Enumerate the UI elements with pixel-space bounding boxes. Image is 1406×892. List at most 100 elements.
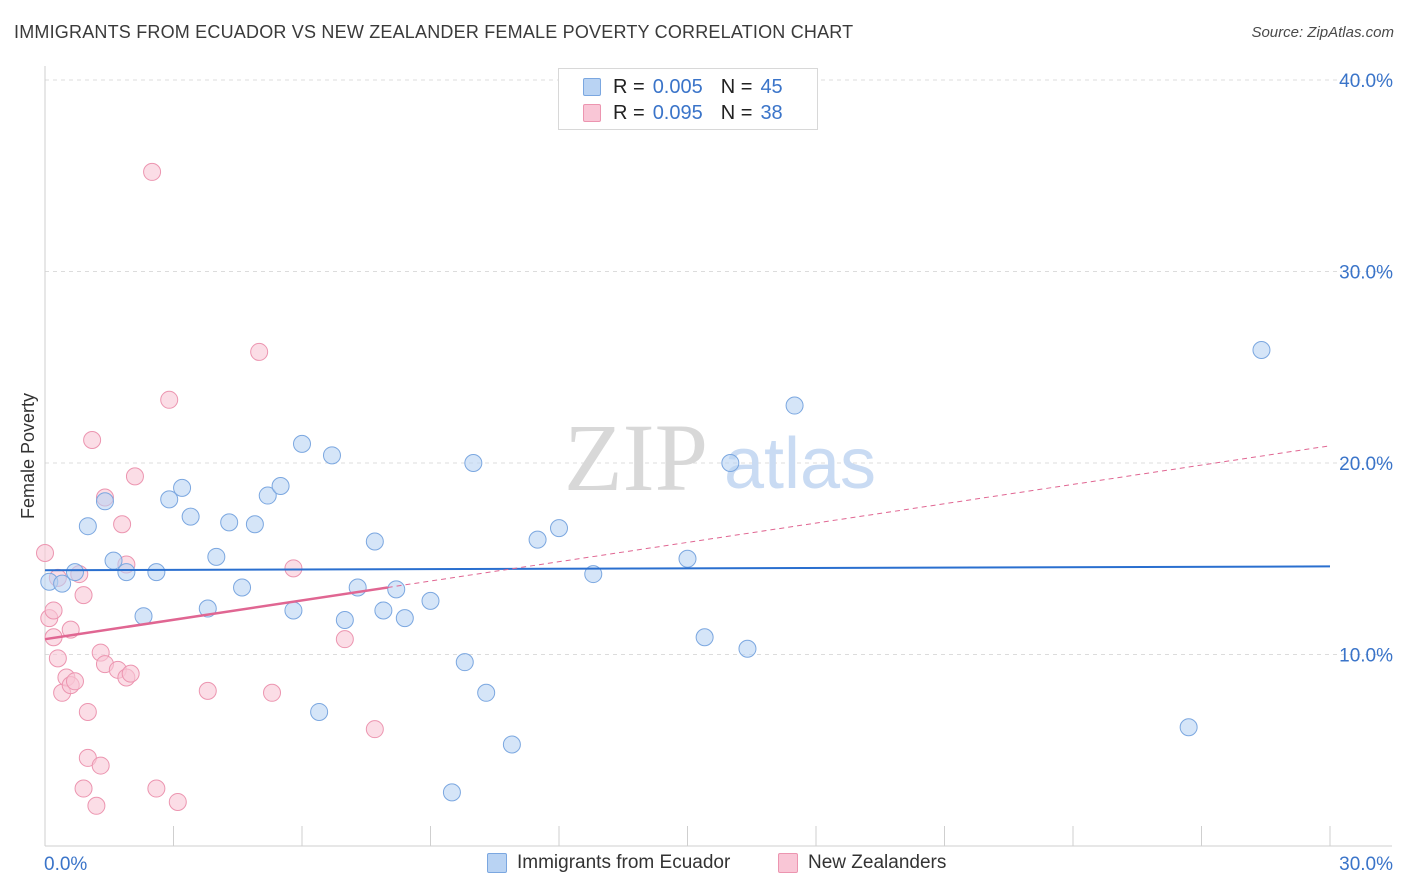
data-point-immigrants-from-ecuador bbox=[374, 601, 393, 620]
series-new-zealanders bbox=[36, 162, 384, 815]
data-point-new-zealanders bbox=[44, 601, 63, 620]
data-point-immigrants-from-ecuador bbox=[464, 454, 483, 472]
data-point-immigrants-from-ecuador bbox=[220, 513, 239, 532]
legend-row-ecuador: R = 0.005 N = 45 bbox=[583, 75, 783, 99]
data-point-immigrants-from-ecuador bbox=[442, 783, 461, 802]
data-point-immigrants-from-ecuador bbox=[53, 574, 72, 593]
data-point-new-zealanders bbox=[36, 544, 54, 563]
legend-n-value: 38 bbox=[760, 101, 783, 124]
legend-r-value: 0.095 bbox=[652, 101, 703, 124]
data-point-new-zealanders bbox=[87, 796, 106, 815]
data-point-immigrants-from-ecuador bbox=[421, 591, 440, 610]
data-point-immigrants-from-ecuador bbox=[181, 507, 200, 526]
watermark-atlas: atlas bbox=[724, 424, 876, 504]
data-point-immigrants-from-ecuador bbox=[160, 490, 179, 509]
data-point-immigrants-from-ecuador bbox=[365, 532, 384, 551]
trend-line-immigrants-from-ecuador bbox=[44, 565, 1331, 572]
data-point-immigrants-from-ecuador bbox=[245, 515, 264, 534]
data-point-immigrants-from-ecuador bbox=[678, 549, 697, 568]
watermark-zip: ZIP bbox=[564, 404, 708, 511]
legend-r-label: R = bbox=[613, 101, 645, 124]
data-point-immigrants-from-ecuador bbox=[477, 683, 496, 702]
legend-n-label: N = bbox=[720, 101, 753, 124]
legend-swatch-blue bbox=[487, 853, 507, 873]
data-point-immigrants-from-ecuador bbox=[233, 578, 252, 597]
axis-labels: 10.0% 20.0% 30.0% 40.0% 0.0% 30.0% Female Pove… bbox=[18, 71, 1393, 875]
data-point-new-zealanders bbox=[48, 649, 67, 668]
data-point-immigrants-from-ecuador bbox=[550, 519, 568, 538]
data-point-immigrants-from-ecuador bbox=[785, 396, 804, 415]
legend-n-value: 45 bbox=[760, 75, 783, 98]
legend-swatch-pink bbox=[583, 104, 601, 122]
chart-title: IMMIGRANTS FROM ECUADOR VS NEW ZEALANDER… bbox=[14, 22, 854, 42]
data-point-immigrants-from-ecuador bbox=[455, 653, 474, 672]
legend-label-ecuador: Immigrants from Ecuador bbox=[517, 852, 731, 873]
data-point-new-zealanders bbox=[284, 559, 303, 578]
trend-lines bbox=[44, 445, 1331, 641]
data-point-new-zealanders bbox=[263, 683, 282, 702]
x-tick-label: 0.0% bbox=[44, 854, 87, 875]
axis-layer bbox=[44, 66, 1392, 847]
data-point-new-zealanders bbox=[113, 515, 132, 534]
legend-swatch-blue bbox=[583, 78, 601, 96]
watermark: ZIP atlas bbox=[564, 404, 876, 511]
data-point-immigrants-from-ecuador bbox=[387, 580, 406, 599]
data-point-immigrants-from-ecuador bbox=[1252, 341, 1271, 360]
legend-item-ecuador: Immigrants from Ecuador bbox=[487, 852, 730, 874]
data-point-immigrants-from-ecuador bbox=[322, 446, 341, 465]
data-point-new-zealanders bbox=[143, 162, 162, 181]
data-point-immigrants-from-ecuador bbox=[117, 563, 136, 582]
data-point-new-zealanders bbox=[365, 720, 384, 739]
y-tick-label: 20.0% bbox=[1339, 454, 1393, 475]
data-point-new-zealanders bbox=[250, 342, 269, 361]
legend-r-value: 0.005 bbox=[652, 75, 703, 98]
data-point-new-zealanders bbox=[125, 467, 144, 486]
legend-item-new-zealanders: New Zealanders bbox=[778, 852, 946, 874]
x-tick-label: 30.0% bbox=[1339, 854, 1393, 875]
data-point-immigrants-from-ecuador bbox=[584, 565, 603, 584]
data-point-immigrants-from-ecuador bbox=[78, 517, 97, 536]
data-point-immigrants-from-ecuador bbox=[271, 476, 290, 495]
data-point-immigrants-from-ecuador bbox=[695, 628, 714, 647]
data-point-new-zealanders bbox=[78, 702, 97, 721]
data-point-new-zealanders bbox=[121, 664, 140, 683]
data-point-immigrants-from-ecuador bbox=[134, 607, 153, 626]
data-point-immigrants-from-ecuador bbox=[721, 454, 740, 472]
data-point-immigrants-from-ecuador bbox=[65, 563, 84, 582]
data-point-new-zealanders bbox=[91, 756, 110, 775]
trend-line-new-zealanders-extension bbox=[387, 445, 1331, 588]
chart-source: Source: ZipAtlas.com bbox=[1251, 24, 1394, 41]
data-point-immigrants-from-ecuador bbox=[95, 492, 114, 511]
trend-line-new-zealanders bbox=[44, 586, 388, 641]
y-axis-title: Female Poverty bbox=[18, 393, 38, 519]
data-point-immigrants-from-ecuador bbox=[293, 434, 311, 453]
data-point-immigrants-from-ecuador bbox=[738, 639, 757, 658]
data-point-new-zealanders bbox=[335, 630, 354, 649]
data-point-immigrants-from-ecuador bbox=[395, 609, 414, 628]
data-point-new-zealanders bbox=[160, 390, 179, 409]
data-point-immigrants-from-ecuador bbox=[1179, 718, 1198, 737]
data-point-new-zealanders bbox=[74, 586, 93, 605]
legend-label-new-zealanders: New Zealanders bbox=[808, 852, 947, 873]
y-tick-label: 30.0% bbox=[1339, 263, 1393, 284]
data-point-immigrants-from-ecuador bbox=[258, 486, 277, 505]
legend-n-label: N = bbox=[720, 75, 753, 98]
data-point-immigrants-from-ecuador bbox=[528, 530, 547, 549]
data-point-immigrants-from-ecuador bbox=[173, 478, 192, 497]
legend-stats-box: R = 0.005 N = 45 R = 0.095 N = 38 bbox=[558, 68, 818, 130]
legend-row-new-zealanders: R = 0.095 N = 38 bbox=[583, 101, 783, 125]
data-point-immigrants-from-ecuador bbox=[310, 702, 329, 721]
data-point-immigrants-from-ecuador bbox=[207, 547, 226, 566]
series-immigrants-from-ecuador bbox=[40, 341, 1271, 802]
data-point-new-zealanders bbox=[74, 779, 93, 798]
data-point-immigrants-from-ecuador bbox=[284, 601, 303, 620]
data-point-immigrants-from-ecuador bbox=[147, 563, 166, 582]
y-tick-label: 40.0% bbox=[1339, 71, 1393, 92]
data-point-new-zealanders bbox=[147, 779, 166, 798]
data-point-immigrants-from-ecuador bbox=[502, 735, 521, 754]
legend-swatch-pink bbox=[778, 853, 798, 873]
data-point-new-zealanders bbox=[198, 681, 217, 700]
data-point-immigrants-from-ecuador bbox=[335, 611, 354, 630]
legend-r-label: R = bbox=[613, 75, 645, 98]
